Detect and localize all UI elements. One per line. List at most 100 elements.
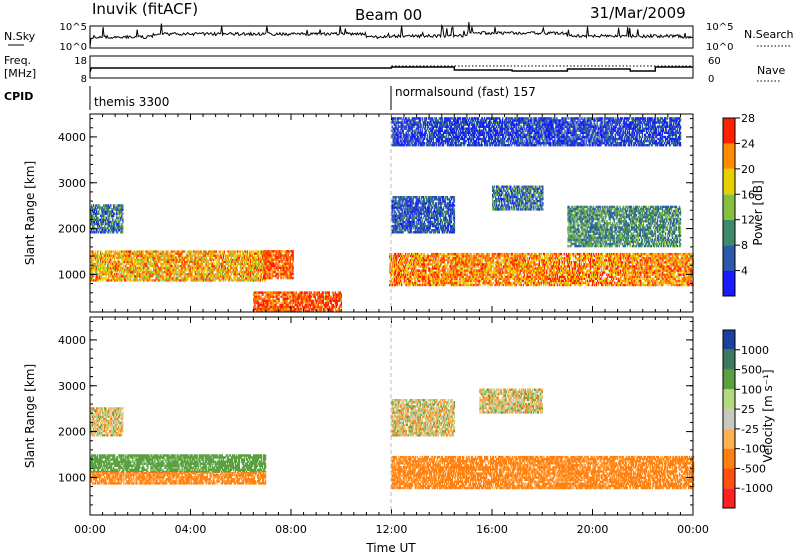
heatmap-cell	[221, 255, 222, 257]
heatmap-cell	[93, 275, 94, 277]
heatmap-cell	[123, 265, 124, 267]
heatmap-cell	[120, 265, 121, 267]
heatmap-cell	[166, 265, 167, 267]
heatmap-cell	[163, 275, 164, 277]
heatmap-cell	[166, 275, 167, 277]
heatmap-cell	[93, 259, 94, 261]
heatmap-cell	[150, 269, 151, 271]
nave-tick-bottom: 0	[708, 74, 714, 85]
heatmap-cell	[240, 250, 241, 252]
heatmap-cell	[248, 259, 249, 261]
heatmap-cell	[121, 271, 122, 273]
heatmap-cell	[176, 275, 177, 277]
heatmap-cell	[208, 275, 209, 277]
heatmap-cell	[132, 275, 133, 277]
heatmap-cell	[105, 275, 106, 277]
heatmap-cell	[101, 275, 102, 277]
heatmap-cell	[111, 259, 112, 261]
heatmap-cell	[150, 259, 151, 261]
nsky-label: N.Sky	[4, 30, 36, 43]
heatmap-cell	[157, 265, 158, 267]
nsky-tick-top: 10^5	[60, 22, 87, 33]
heatmap-cell	[208, 265, 209, 267]
heatmap-cell	[192, 259, 193, 261]
heatmap-cell	[138, 255, 139, 257]
heatmap-cell	[149, 277, 150, 279]
heatmap-cell	[239, 259, 240, 261]
heatmap-cell	[143, 267, 144, 269]
heatmap-cell	[127, 275, 128, 277]
heatmap-cell	[181, 265, 182, 267]
heatmap-cell	[108, 265, 109, 267]
heatmap-cell	[195, 275, 196, 277]
heatmap-cell	[110, 275, 111, 277]
station-title: Inuvik (fitACF)	[92, 0, 198, 18]
heatmap-cell	[141, 265, 142, 267]
heatmap-cell	[167, 250, 168, 252]
heatmap-cell	[213, 271, 214, 273]
heatmap-cell	[190, 267, 191, 269]
nsearch-tick-bottom: 10^0	[706, 42, 733, 53]
freq-unit: [MHz]	[4, 67, 36, 80]
cpid-segment-1: themis 3300	[94, 95, 169, 109]
heatmap-cell	[204, 275, 205, 277]
heatmap-cell	[218, 275, 219, 277]
heatmap-cell	[98, 259, 99, 261]
cpid-label: CPID	[4, 90, 33, 103]
heatmap-cell	[207, 259, 208, 261]
heatmap-cell	[243, 275, 244, 277]
heatmap-cell	[104, 265, 105, 267]
heatmap-cell	[143, 250, 144, 252]
heatmap-cell	[251, 275, 252, 277]
heatmap-cell	[247, 250, 248, 252]
heatmap-cell	[131, 257, 132, 259]
heatmap-cell	[154, 259, 155, 261]
heatmap-cell	[233, 265, 234, 267]
heatmap-cell	[152, 275, 153, 277]
heatmap-cell	[132, 259, 133, 261]
heatmap-cell	[192, 275, 193, 277]
heatmap-cell	[111, 250, 112, 252]
heatmap-cell	[237, 267, 238, 269]
heatmap-cell	[219, 259, 220, 261]
heatmap-cell	[219, 265, 220, 267]
heatmap-cell	[201, 265, 202, 267]
date-title: 31/Mar/2009	[590, 4, 686, 22]
heatmap-cell	[220, 250, 221, 252]
heatmap-cell	[148, 267, 149, 269]
radar-summary-plot: Inuvik (fitACF) Beam 00 31/Mar/2009 N.Sk…	[0, 0, 800, 554]
heatmap-cell	[105, 259, 106, 261]
power-heatmap-cells	[90, 117, 694, 312]
nave-tick-top: 60	[708, 56, 721, 67]
heatmap-cell	[112, 271, 113, 273]
heatmap-cell	[192, 265, 193, 267]
heatmap-cell	[147, 259, 148, 261]
heatmap-cell	[173, 275, 174, 277]
heatmap-cell	[162, 265, 163, 267]
heatmap-cell	[105, 261, 106, 263]
heatmap-cell	[242, 261, 243, 263]
cpid-segment-2: normalsound (fast) 157	[395, 85, 536, 99]
heatmap-cell	[171, 265, 172, 267]
heatmap-cell	[248, 261, 249, 263]
heatmap-cell	[211, 259, 212, 261]
heatmap-cell	[185, 275, 186, 277]
heatmap-cell	[235, 250, 236, 252]
heatmap-cell	[224, 250, 225, 252]
heatmap-cell	[170, 275, 171, 277]
heatmap-cell	[117, 275, 118, 277]
freq-tick-top: 18	[74, 56, 87, 67]
heatmap-cell	[144, 259, 145, 261]
heatmap-cell	[228, 265, 229, 267]
heatmap-cell	[237, 275, 238, 277]
heatmap-cell	[165, 259, 166, 261]
heatmap-cell	[231, 265, 232, 267]
heatmap-cell	[99, 275, 100, 277]
heatmap-cell	[176, 259, 177, 261]
heatmap-cell	[177, 271, 178, 273]
heatmap-cell	[185, 265, 186, 267]
heatmap-cell	[187, 261, 188, 263]
heatmap-cell	[182, 261, 183, 263]
heatmap-cell	[191, 250, 192, 252]
heatmap-cell	[125, 277, 126, 279]
